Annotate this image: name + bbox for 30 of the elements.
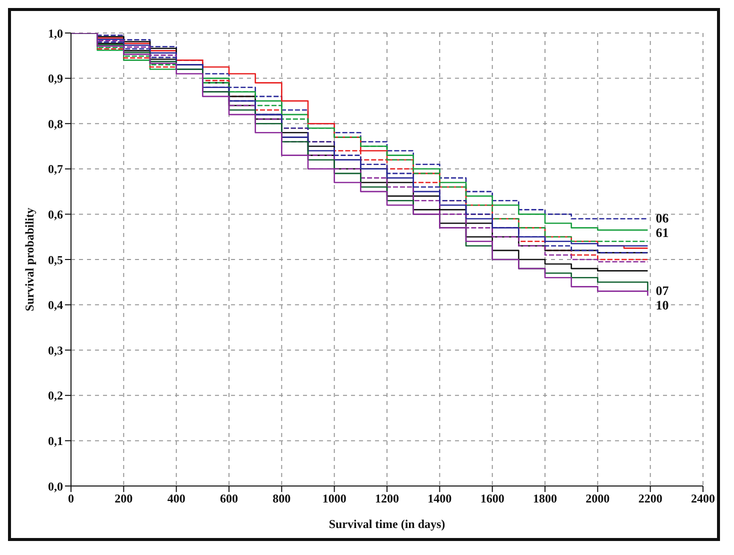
- y-tick-label: 0,6: [48, 207, 63, 222]
- x-tick-label: 2000: [586, 492, 610, 506]
- y-tick-label: 0,5: [48, 252, 63, 267]
- y-axis-title: Survival probability: [22, 208, 36, 312]
- x-tick-label: 1800: [533, 492, 557, 506]
- x-tick-label: 1000: [322, 492, 346, 506]
- x-tick-label: 1400: [428, 492, 452, 506]
- x-tick-label: 2400: [691, 492, 715, 506]
- x-tick-label: 0: [68, 492, 74, 506]
- x-tick-label: 1200: [375, 492, 399, 506]
- series-label: 06: [656, 210, 670, 226]
- y-tick-label: 0,1: [48, 434, 63, 448]
- series-label: 07: [656, 283, 670, 298]
- series-label: 10: [656, 297, 669, 312]
- x-axis-title: Survival time (in days): [328, 517, 446, 531]
- y-tick-label: 0,2: [48, 388, 63, 403]
- y-tick-label: 0,4: [48, 298, 63, 312]
- x-tick-label: 800: [272, 492, 291, 506]
- series-label: 61: [656, 225, 669, 240]
- x-tick-label: 600: [220, 492, 238, 506]
- x-tick-label: 200: [114, 492, 133, 506]
- y-tick-label: 0,0: [48, 479, 63, 494]
- y-tick-label: 0,8: [48, 116, 63, 131]
- y-tick-label: 0,3: [48, 343, 63, 358]
- x-tick-label: 2200: [638, 492, 662, 506]
- y-tick-label: 1,0: [48, 26, 63, 40]
- x-tick-label: 1600: [480, 492, 504, 506]
- y-tick-label: 0,7: [48, 162, 63, 176]
- y-tick-label: 0,9: [48, 72, 63, 86]
- x-tick-label: 400: [167, 492, 186, 506]
